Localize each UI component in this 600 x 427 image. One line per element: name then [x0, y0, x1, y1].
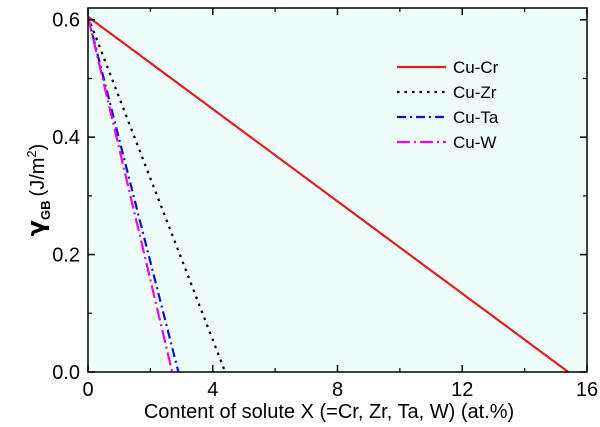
- series-line-cu-zr: [88, 16, 227, 372]
- series-line-cu-cr: [88, 15, 569, 372]
- y-tick-label: 0.2: [52, 245, 80, 267]
- y-tick-label: 0.0: [52, 362, 80, 384]
- y-tick-label: 0.4: [52, 127, 80, 149]
- axis-ticks: 0 4 8 12 16 0.0 0.2 0.4 0.6: [52, 8, 598, 401]
- y-axis-subscript: GB: [38, 200, 53, 220]
- y-axis-unit-open: (J/m: [27, 158, 49, 197]
- x-axis-title: Content of solute X (=Cr, Zr, Ta, W) (at…: [144, 401, 514, 423]
- legend-label-cu-w: Cu-W: [453, 133, 496, 152]
- x-tick-label: 8: [332, 379, 343, 401]
- series-line-cu-ta: [88, 16, 180, 372]
- legend-label-cu-ta: Cu-Ta: [453, 108, 499, 127]
- y-tick-label: 0.6: [52, 10, 80, 32]
- y-axis-unit-close: ): [27, 144, 49, 151]
- x-tick-label: 16: [576, 379, 598, 401]
- x-tick-label: 0: [82, 379, 93, 401]
- y-axis-title: γGB (J/m2): [22, 144, 53, 237]
- legend-label-cu-zr: Cu-Zr: [453, 83, 497, 102]
- legend-label-cu-cr: Cu-Cr: [453, 58, 499, 77]
- series-line-cu-w: [88, 16, 174, 372]
- legend: Cu-Cr Cu-Zr Cu-Ta Cu-W: [397, 58, 499, 152]
- y-axis-symbol: γ: [22, 220, 50, 236]
- x-tick-label: 4: [207, 379, 218, 401]
- y-axis-unit-power: 2: [24, 150, 39, 157]
- series-layer: [88, 15, 569, 372]
- plot-area: [88, 8, 587, 372]
- x-tick-label: 12: [451, 379, 473, 401]
